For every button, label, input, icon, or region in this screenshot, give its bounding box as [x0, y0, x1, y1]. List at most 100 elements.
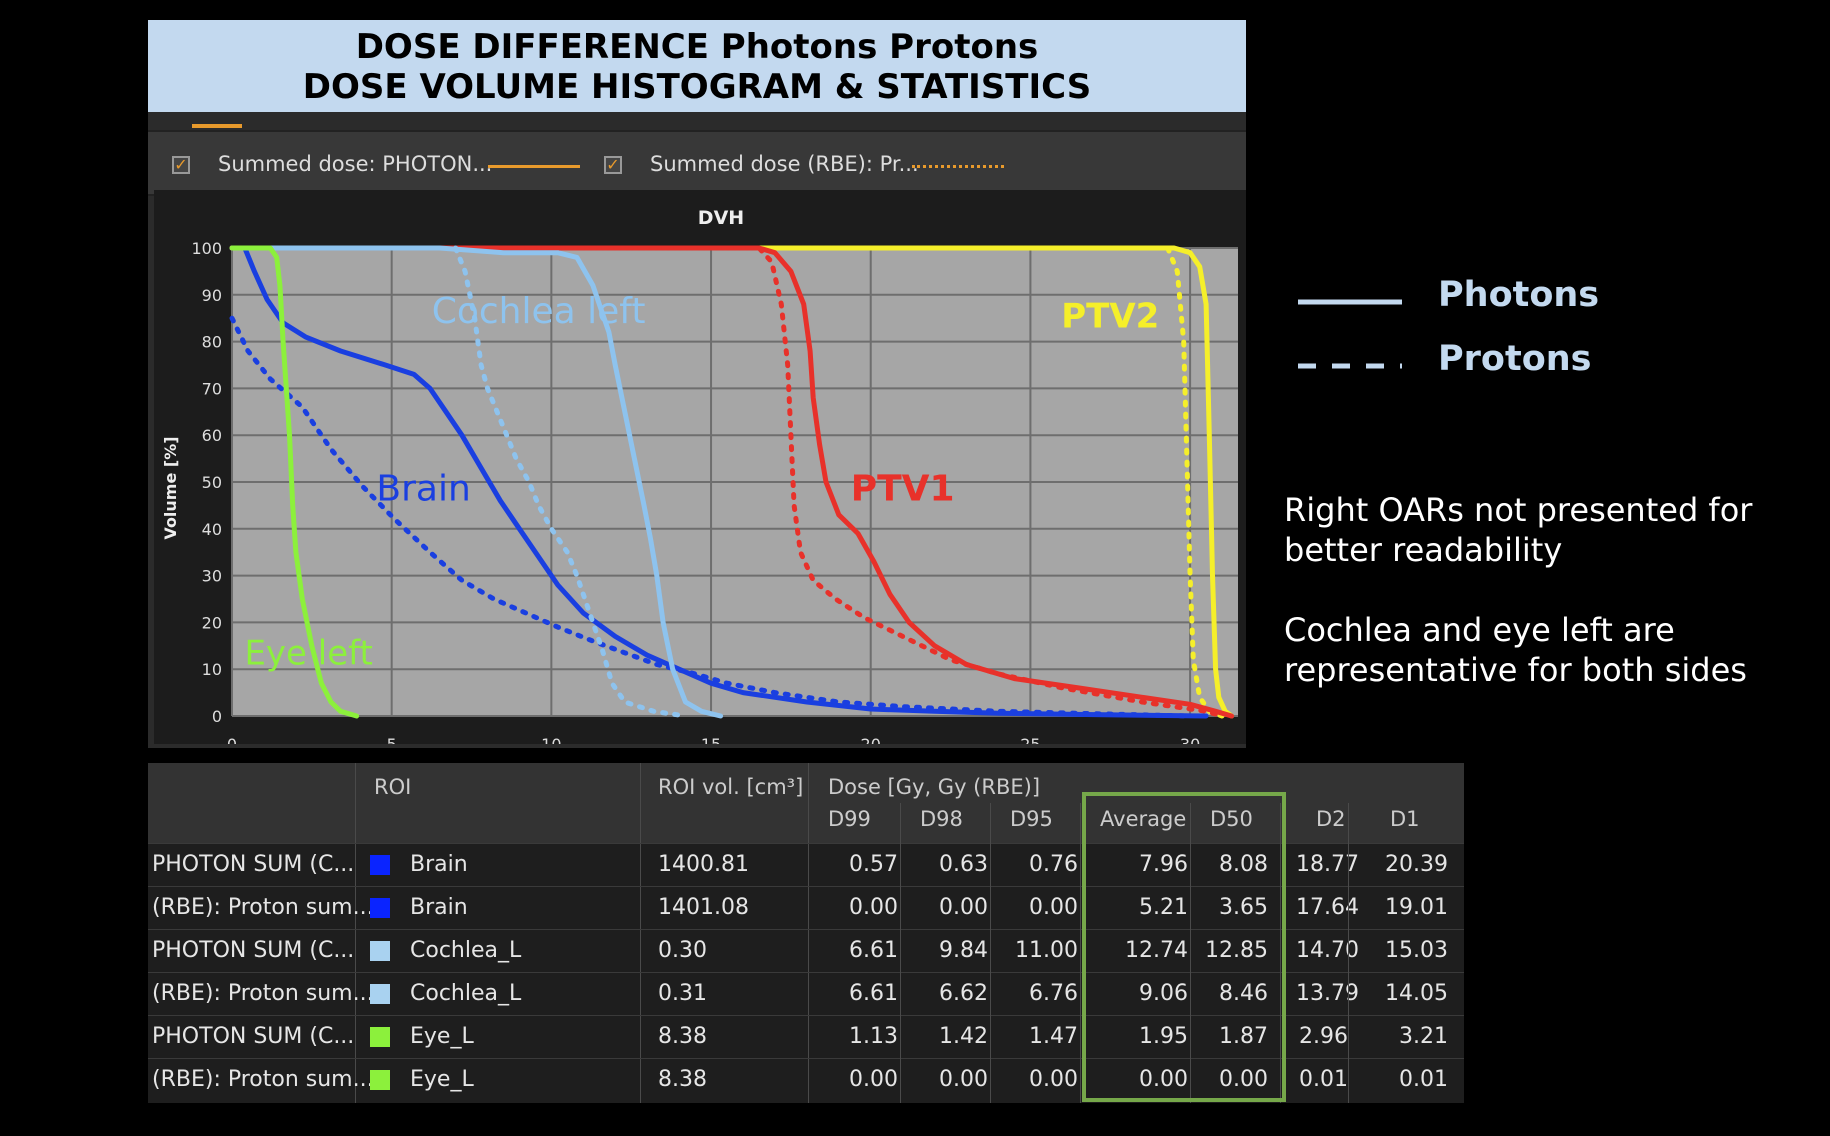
- photon-dvh-curve: [229, 245, 1235, 719]
- row-value-average: 1.95: [1139, 1024, 1188, 1049]
- photon-dose-checkbox[interactable]: ✓: [172, 156, 190, 174]
- roi-color-swatch: [370, 941, 390, 961]
- y-tick-label: 70: [202, 379, 222, 398]
- row-value-d50: 8.46: [1219, 981, 1268, 1006]
- note-line-4: representative for both sides: [1284, 651, 1747, 689]
- table-row[interactable]: PHOTON SUM (C... Cochlea_L 0.30 6.61 9.84 11.…: [148, 929, 1464, 971]
- chart-title: DVH: [698, 207, 744, 229]
- column-divider: [808, 763, 809, 1103]
- y-tick-label: 20: [202, 613, 222, 632]
- proton-dvh-curve: [229, 245, 1225, 719]
- row-value-d1: 14.05: [1385, 981, 1448, 1006]
- column-divider: [1190, 803, 1191, 1103]
- row-value-d98: 0.63: [939, 852, 988, 877]
- row-source: (RBE): Proton sum...: [152, 1067, 374, 1092]
- x-tick-label: 0: [227, 735, 237, 744]
- row-roi-volume: 0.31: [658, 981, 707, 1006]
- row-value-d2: 14.70: [1296, 938, 1359, 963]
- col-average: Average: [1100, 807, 1187, 831]
- title-line-2: DOSE VOLUME HISTOGRAM & STATISTICS: [302, 67, 1092, 107]
- x-tick-label: 10: [541, 735, 561, 744]
- protons-legend-label: Protons: [1438, 339, 1592, 379]
- note-right-oars: Right OARs not presented for better read…: [1284, 490, 1752, 570]
- dose-statistics-table: ROI ROI vol. [cm³] Dose [Gy, Gy (RBE)] D…: [148, 763, 1464, 1103]
- row-value-d50: 3.65: [1219, 895, 1268, 920]
- row-value-d95: 6.76: [1029, 981, 1078, 1006]
- row-value-d98: 1.42: [939, 1024, 988, 1049]
- row-roi-volume: 1400.81: [658, 852, 749, 877]
- row-value-d95: 11.00: [1015, 938, 1078, 963]
- note-line-1: Right OARs not presented for: [1284, 491, 1753, 529]
- column-divider: [1080, 803, 1081, 1103]
- roi-color-swatch: [370, 1027, 390, 1047]
- proton-dvh-curve: [229, 315, 1193, 719]
- y-tick-label: 50: [202, 473, 222, 492]
- table-row[interactable]: (RBE): Proton sum... Cochlea_L 0.31 6.61 6.6…: [148, 972, 1464, 1014]
- row-value-average: 0.00: [1139, 1067, 1188, 1092]
- check-icon: ✓: [606, 155, 620, 174]
- column-divider: [900, 803, 901, 1103]
- structure-label: PTV1: [851, 469, 955, 510]
- y-tick-label: 100: [191, 239, 222, 258]
- row-value-d2: 13.79: [1296, 981, 1359, 1006]
- column-divider: [1348, 803, 1349, 1103]
- row-value-d99: 1.13: [849, 1024, 898, 1049]
- row-roi-volume: 8.38: [658, 1067, 707, 1092]
- note-line-2: better readability: [1284, 531, 1563, 569]
- table-row[interactable]: (RBE): Proton sum... Eye_L 8.38 0.00 0.00 0.0…: [148, 1058, 1464, 1100]
- photon-dose-label: Summed dose: PHOTON...: [218, 152, 493, 176]
- x-tick-label: 5: [387, 735, 397, 744]
- photon-dvh-curve: [229, 245, 724, 719]
- row-roi-volume: 0.30: [658, 938, 707, 963]
- check-icon: ✓: [174, 155, 188, 174]
- structure-label: PTV2: [1061, 297, 1159, 337]
- row-source: (RBE): Proton sum...: [152, 895, 374, 920]
- column-divider: [990, 803, 991, 1103]
- photon-legend-line: [488, 165, 580, 168]
- row-roi-name: Brain: [410, 895, 468, 920]
- line-style-legend: [1298, 299, 1402, 369]
- roi-color-swatch: [370, 984, 390, 1004]
- row-value-average: 5.21: [1139, 895, 1188, 920]
- row-source: (RBE): Proton sum...: [152, 981, 374, 1006]
- proton-dose-checkbox[interactable]: ✓: [604, 156, 622, 174]
- col-d98: D98: [920, 807, 963, 831]
- row-value-d95: 1.47: [1029, 1024, 1078, 1049]
- row-value-d98: 0.00: [939, 895, 988, 920]
- row-value-d50: 1.87: [1219, 1024, 1268, 1049]
- photon-dvh-curve: [229, 245, 1235, 719]
- row-value-d99: 6.61: [849, 981, 898, 1006]
- row-value-d99: 0.00: [849, 895, 898, 920]
- y-axis-label: Volume [%]: [161, 436, 180, 539]
- y-tick-label: 60: [202, 426, 222, 445]
- row-value-d98: 6.62: [939, 981, 988, 1006]
- y-tick-label: 10: [202, 660, 222, 679]
- table-row[interactable]: PHOTON SUM (C... Brain 1400.81 0.57 0.63 0.76…: [148, 843, 1464, 885]
- proton-dose-label: Summed dose (RBE): Pr...: [650, 152, 919, 176]
- row-roi-name: Cochlea_L: [410, 981, 522, 1006]
- structure-label: Eye left: [244, 634, 372, 674]
- row-roi-name: Eye_L: [410, 1024, 474, 1049]
- row-value-d98: 9.84: [939, 938, 988, 963]
- dvh-chart-area: DVH0510152025300102030405060708090100Dos…: [154, 190, 1246, 772]
- active-tab-indicator: [192, 124, 242, 128]
- proton-legend-line: [912, 165, 1004, 168]
- roi-color-swatch: [370, 898, 390, 918]
- row-value-d95: 0.00: [1029, 1067, 1078, 1092]
- average-d50-highlight: [1082, 792, 1286, 1102]
- row-source: PHOTON SUM (C...: [152, 852, 355, 877]
- col-d99: D99: [828, 807, 871, 831]
- roi-color-swatch: [370, 855, 390, 875]
- row-roi-volume: 1401.08: [658, 895, 749, 920]
- structure-label: Cochlea left: [432, 291, 646, 332]
- table-row[interactable]: PHOTON SUM (C... Eye_L 8.38 1.13 1.42 1.47 1.9…: [148, 1015, 1464, 1057]
- x-tick-label: 25: [1020, 735, 1040, 744]
- column-divider: [355, 763, 356, 1103]
- dvh-panel: ✓ Summed dose: PHOTON... ✓ Summed dose (…: [148, 112, 1246, 772]
- row-value-average: 9.06: [1139, 981, 1188, 1006]
- photons-legend-label: Photons: [1438, 275, 1600, 315]
- row-value-d95: 0.00: [1029, 895, 1078, 920]
- row-roi-name: Eye_L: [410, 1067, 474, 1092]
- row-roi-name: Cochlea_L: [410, 938, 522, 963]
- col-d95: D95: [1010, 807, 1053, 831]
